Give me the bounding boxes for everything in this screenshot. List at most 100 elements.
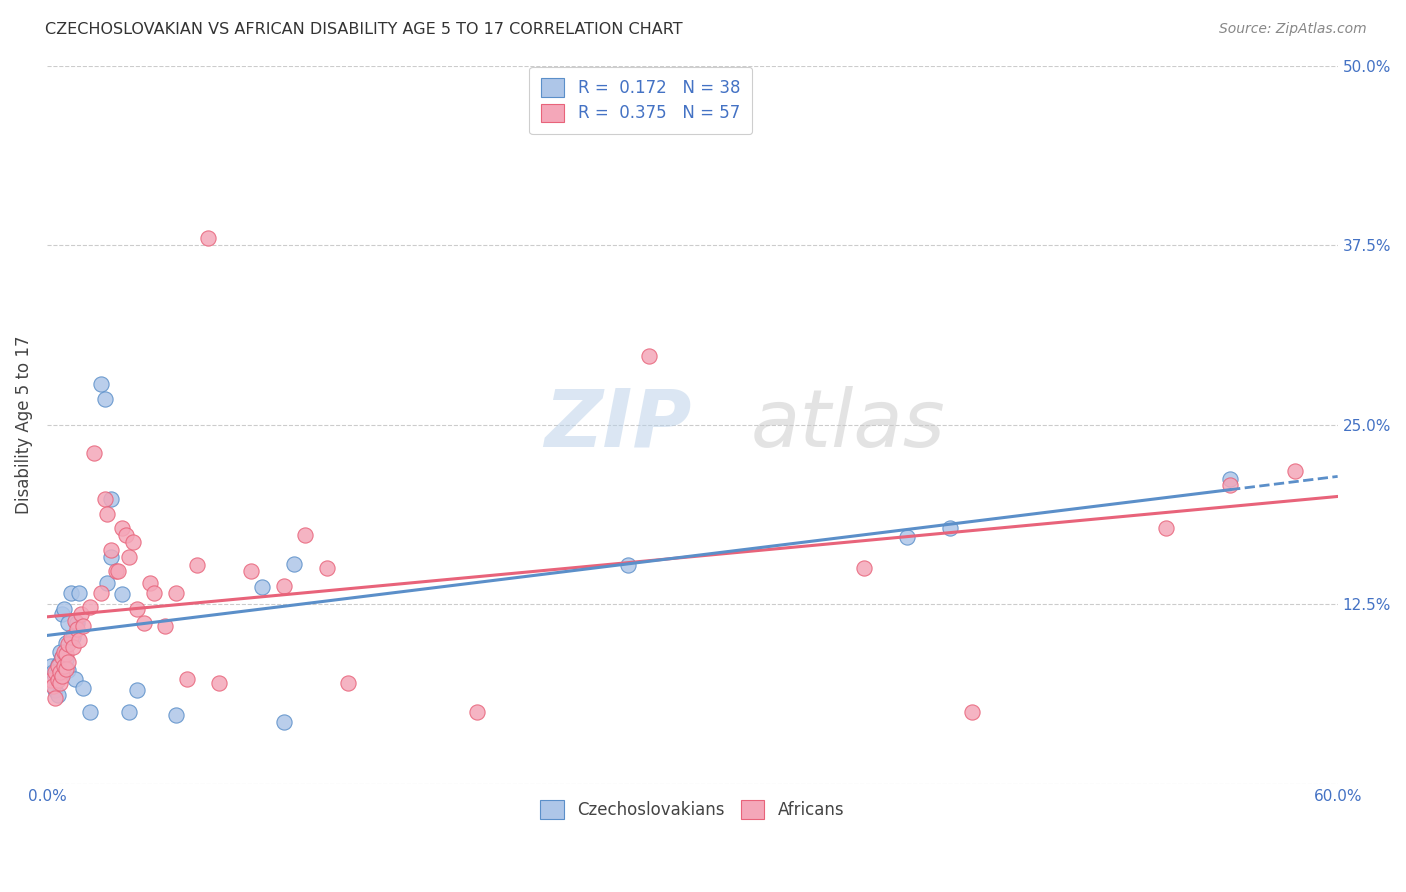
Text: ZIP: ZIP <box>544 385 692 464</box>
Point <box>1219 472 1241 486</box>
Point <box>79 705 101 719</box>
Point <box>53 659 76 673</box>
Point <box>90 585 112 599</box>
Point <box>165 707 187 722</box>
Point <box>117 705 139 719</box>
Point <box>139 575 162 590</box>
Point <box>315 561 337 575</box>
Point <box>127 683 149 698</box>
Point <box>72 619 94 633</box>
Point <box>197 231 219 245</box>
Point <box>49 676 72 690</box>
Point <box>96 507 118 521</box>
Point <box>143 585 166 599</box>
Point <box>79 600 101 615</box>
Point <box>55 648 77 662</box>
Point <box>94 492 117 507</box>
Point <box>208 676 231 690</box>
Point <box>66 622 89 636</box>
Point <box>117 549 139 564</box>
Point <box>100 542 122 557</box>
Point <box>51 669 73 683</box>
Point <box>51 607 73 622</box>
Point <box>960 705 983 719</box>
Point <box>465 705 488 719</box>
Point <box>42 679 65 693</box>
Point <box>100 492 122 507</box>
Point <box>90 377 112 392</box>
Point <box>44 683 66 698</box>
Point <box>44 665 66 679</box>
Point <box>66 615 89 630</box>
Point <box>72 681 94 695</box>
Point <box>55 662 77 676</box>
Point <box>853 561 876 575</box>
Point <box>283 557 305 571</box>
Point <box>186 558 208 573</box>
Point <box>51 650 73 665</box>
Point <box>638 349 661 363</box>
Point <box>83 446 105 460</box>
Point <box>62 640 84 655</box>
Point <box>132 615 155 630</box>
Point <box>49 644 72 658</box>
Point <box>100 549 122 564</box>
Point <box>896 530 918 544</box>
Point <box>58 637 80 651</box>
Point <box>58 663 80 677</box>
Point <box>62 630 84 644</box>
Point <box>1219 478 1241 492</box>
Point <box>55 652 77 666</box>
Point <box>67 633 90 648</box>
Legend: Czechoslovakians, Africans: Czechoslovakians, Africans <box>533 794 851 826</box>
Text: Source: ZipAtlas.com: Source: ZipAtlas.com <box>1219 22 1367 37</box>
Point <box>122 535 145 549</box>
Point <box>63 672 86 686</box>
Point <box>46 657 69 672</box>
Point <box>294 528 316 542</box>
Point <box>67 585 90 599</box>
Point <box>49 665 72 679</box>
Point <box>59 585 82 599</box>
Point <box>59 630 82 644</box>
Point <box>616 558 638 573</box>
Point <box>1154 521 1177 535</box>
Point <box>70 607 93 622</box>
Point <box>42 665 65 679</box>
Point <box>58 655 80 669</box>
Point <box>39 673 62 688</box>
Point <box>44 669 66 683</box>
Point <box>939 521 962 535</box>
Point <box>155 619 177 633</box>
Point <box>176 672 198 686</box>
Point <box>46 659 69 673</box>
Point <box>337 676 360 690</box>
Point <box>63 615 86 629</box>
Point <box>240 564 263 578</box>
Point <box>39 659 62 673</box>
Point <box>44 690 66 705</box>
Point <box>58 615 80 630</box>
Point <box>115 528 138 542</box>
Point <box>96 575 118 590</box>
Point <box>94 392 117 406</box>
Point <box>1284 464 1306 478</box>
Point <box>46 688 69 702</box>
Point <box>53 644 76 658</box>
Text: atlas: atlas <box>751 385 945 464</box>
Point <box>104 564 127 578</box>
Point <box>49 655 72 669</box>
Point <box>250 580 273 594</box>
Point <box>273 578 295 592</box>
Point <box>165 585 187 599</box>
Point <box>111 587 134 601</box>
Point <box>51 650 73 665</box>
Point <box>111 521 134 535</box>
Point <box>53 601 76 615</box>
Text: CZECHOSLOVAKIAN VS AFRICAN DISABILITY AGE 5 TO 17 CORRELATION CHART: CZECHOSLOVAKIAN VS AFRICAN DISABILITY AG… <box>45 22 683 37</box>
Point <box>55 636 77 650</box>
Point <box>107 564 129 578</box>
Point <box>46 673 69 688</box>
Point <box>273 714 295 729</box>
Point <box>127 601 149 615</box>
